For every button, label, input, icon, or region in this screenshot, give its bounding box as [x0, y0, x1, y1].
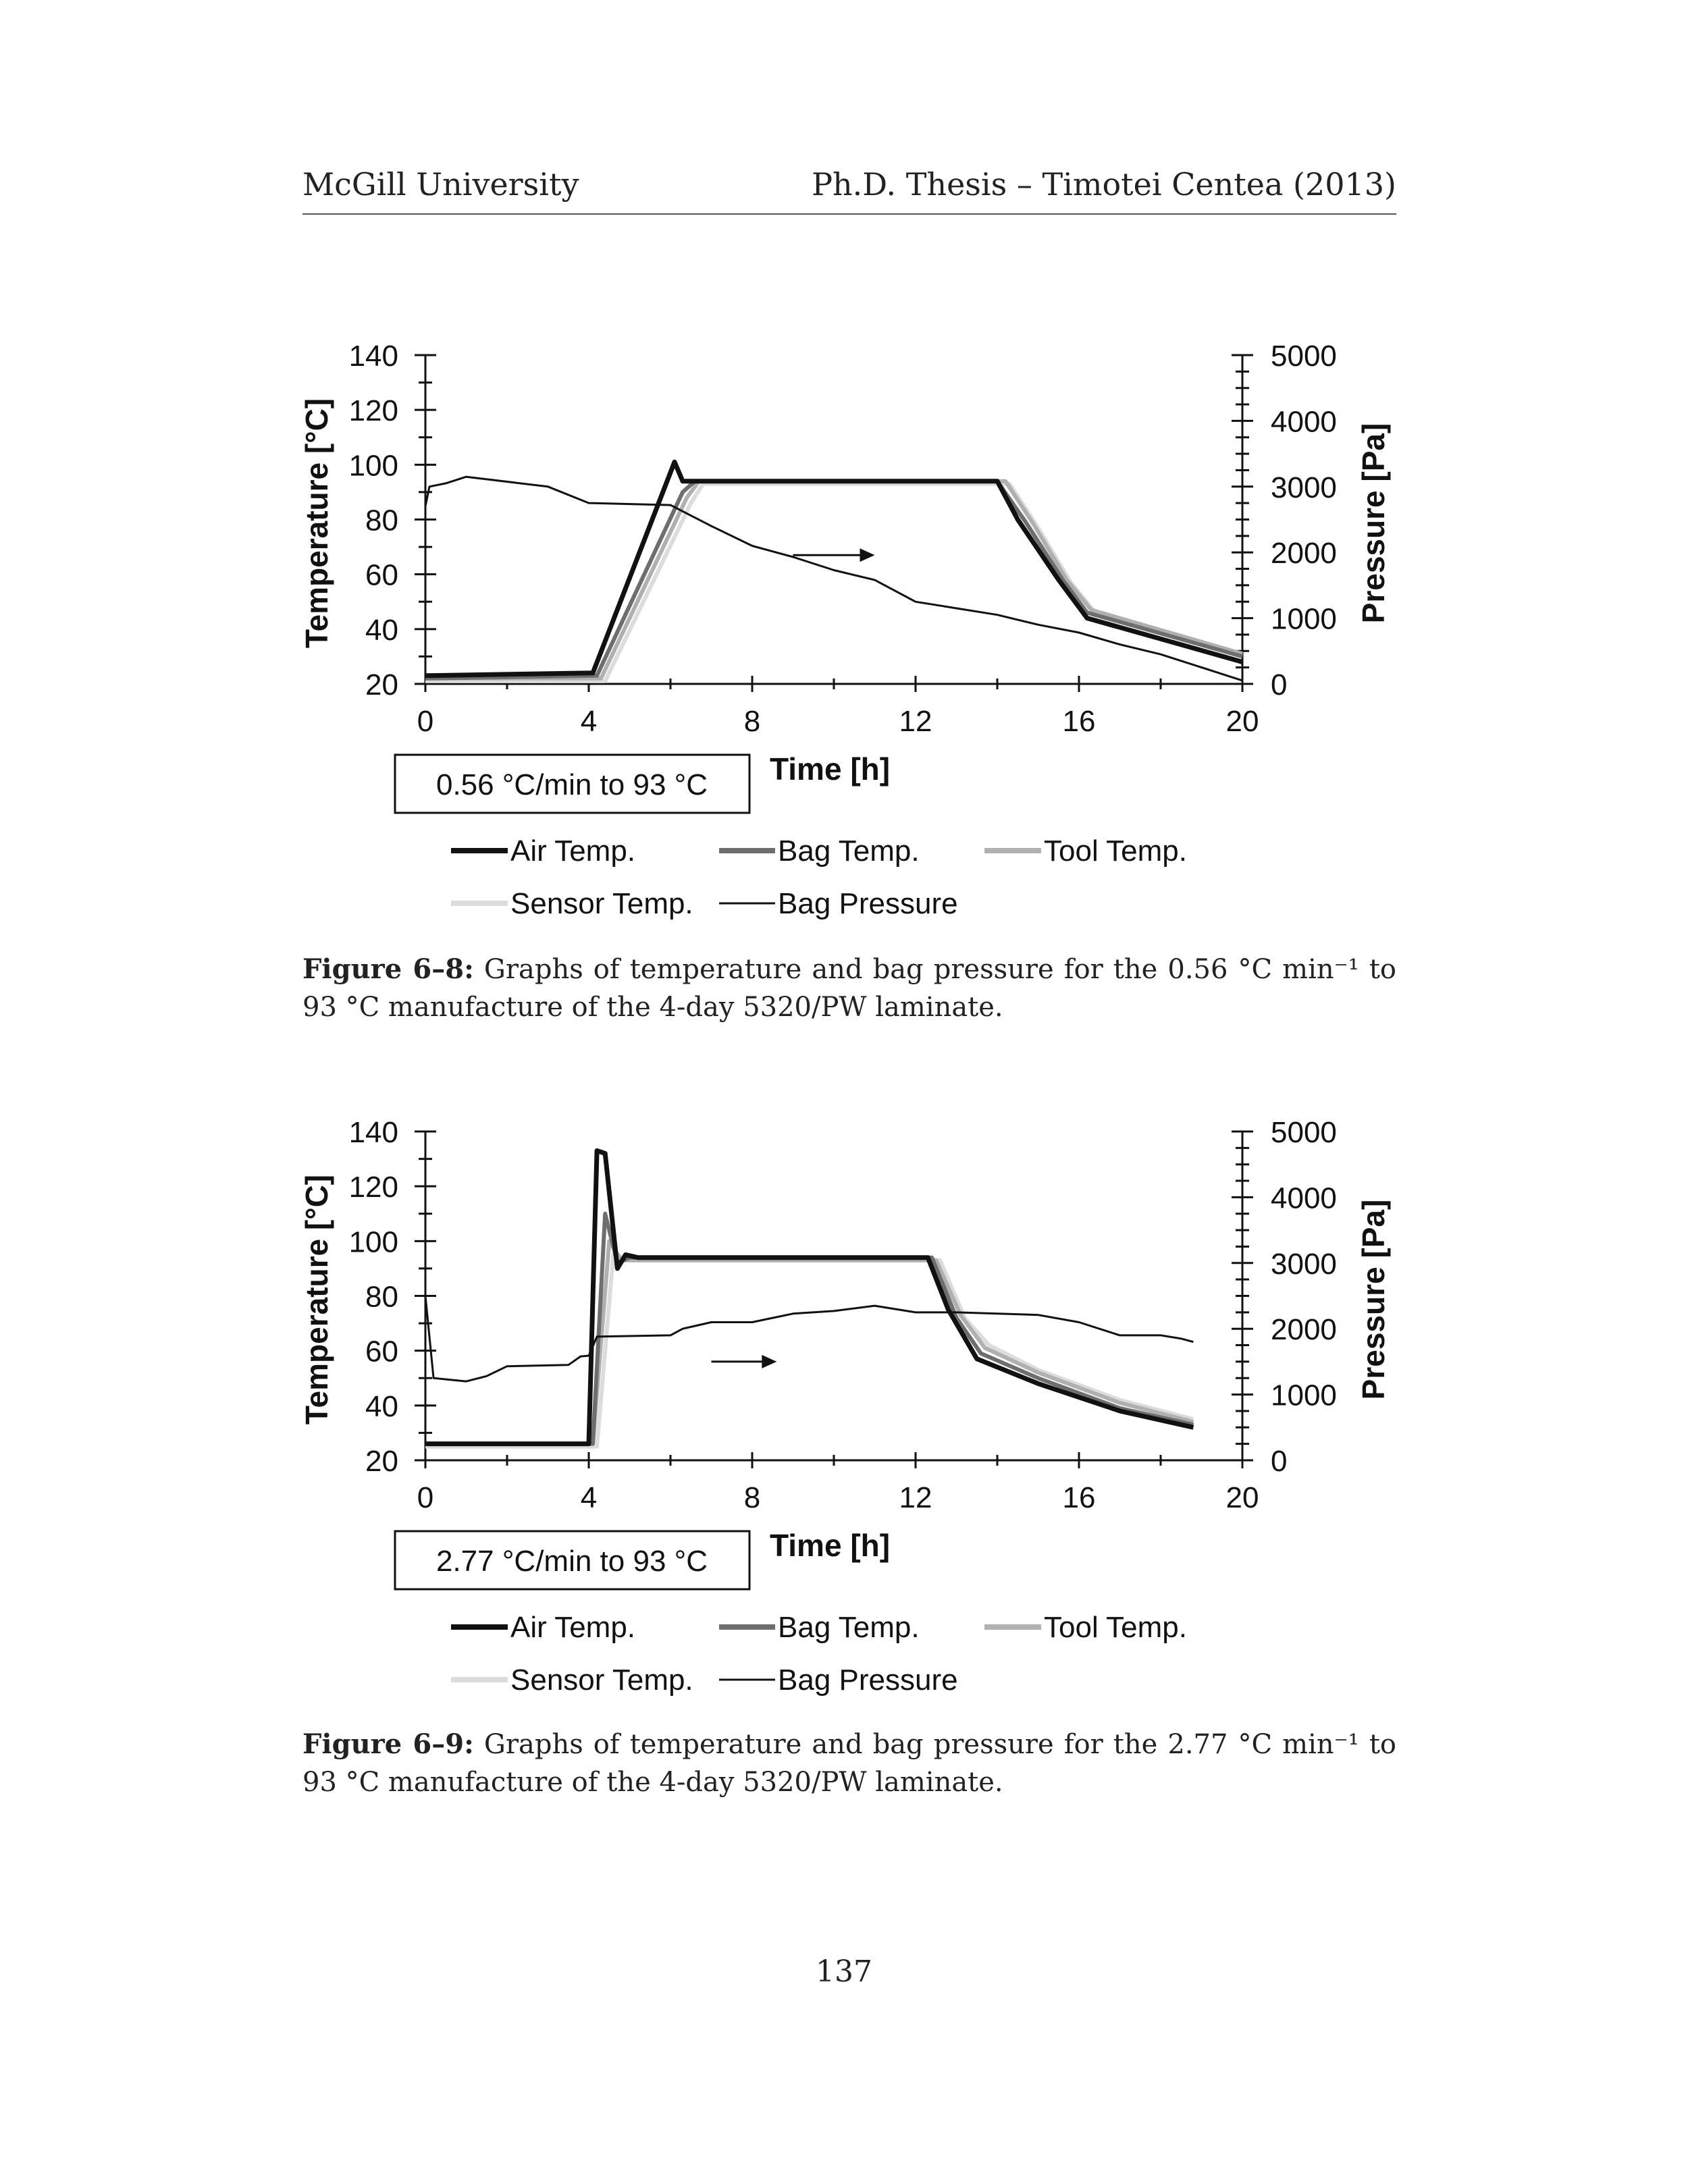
x-tick-label: 12: [899, 1481, 932, 1514]
y-tick-label: 60: [365, 1335, 398, 1368]
y-tick-label: 80: [365, 1281, 398, 1314]
y-tick-label: 40: [365, 614, 398, 647]
y-axis-title-left: Temperature [°C]: [299, 1175, 334, 1424]
rate-label-box: [394, 753, 751, 814]
y2-tick-label: 4000: [1271, 1181, 1337, 1215]
y2-tick-label: 5000: [1271, 1116, 1337, 1149]
series-sensor-temp: [425, 481, 1243, 683]
caption-label: Figure 6–9:: [302, 1728, 474, 1760]
x-tick-label: 16: [1063, 1481, 1096, 1514]
header-institution: McGill University: [302, 166, 579, 203]
y-tick-label: 20: [365, 1445, 398, 1478]
y-tick-label: 120: [349, 1171, 398, 1204]
x-tick-label: 20: [1226, 705, 1259, 738]
series-bag-pressure: [424, 1296, 1194, 1383]
y2-tick-label: 2000: [1271, 537, 1337, 570]
y-tick-label: 100: [349, 449, 398, 482]
y-tick-label: 140: [349, 340, 398, 373]
series-air-temp: [425, 1148, 1194, 1447]
chart-figure-6-8: 0 4 8 12 16 20 20 40 60 80 100 120 140 0 1000 2000 3000 4…: [299, 340, 1391, 920]
legend-label-air: Air Temp.: [510, 1611, 635, 1644]
x-tick-label: 0: [417, 1481, 433, 1514]
series-bag-temp: [425, 479, 1243, 681]
y2-axis-title: Pressure [Pa]: [1356, 423, 1391, 624]
page-number: 137: [816, 1954, 872, 1989]
y2-tick-label: 1000: [1271, 603, 1337, 636]
legend-1: Air Temp. Bag Temp. Tool Temp. Sensor Te…: [451, 834, 1187, 920]
series-air-temp: [425, 459, 1243, 678]
caption-label: Figure 6–8:: [302, 953, 474, 985]
y-axis-title: Temperature [°C]: [299, 1175, 334, 1424]
series-group-1: [424, 459, 1243, 683]
rate-label: 2.77 °C/min to 93 °C: [436, 1545, 708, 1578]
header-thesis-title: Ph.D. Thesis – Timotei Centea (2013): [812, 166, 1396, 203]
figure-6-9: 0 4 8 12 16 20 20 40 60 80 100 120 140 0 1000 2000 3000 4…: [0, 1094, 1688, 1701]
y2-tick-label: 5000: [1271, 340, 1337, 373]
legend-label-tool: Tool Temp.: [1044, 834, 1187, 868]
y2-tick-label: 4000: [1271, 405, 1337, 438]
x-tick-label: 16: [1063, 705, 1096, 738]
y-axis-title-right: Pressure [Pa]: [1356, 423, 1391, 624]
y-tick-label: 60: [365, 559, 398, 592]
series-bag-temp: [425, 1211, 1194, 1446]
chart-figure-6-9: 0 4 8 12 16 20 20 40 60 80 100 120 140 0 1000 2000 3000 4…: [299, 1116, 1391, 1697]
figure-6-8: 0 4 8 12 16 20 20 40 60 80 100 120 140 0 1000 2000 3000 4…: [0, 317, 1688, 925]
y2-tick-label: 2000: [1271, 1313, 1337, 1346]
x-tick-label: 0: [417, 705, 433, 738]
y2-tick-label: 0: [1271, 668, 1287, 701]
x-axis-title: Time [h]: [770, 751, 890, 787]
y-tick-label: 20: [365, 668, 398, 701]
rate-label-box: [394, 1530, 751, 1591]
y2-tick-label: 3000: [1271, 471, 1337, 504]
caption-text: Graphs of temperature and bag pressure f…: [302, 1729, 1396, 1798]
axes-1: 0 4 8 12 16 20 20 40 60 80 100 120 140 0 1000 2000 3000 4…: [349, 340, 1337, 738]
y2-axis-title: Pressure [Pa]: [1356, 1200, 1391, 1400]
y2-tick-label: 3000: [1271, 1248, 1337, 1281]
y-axis-title-left: Temperature [°C]: [299, 398, 334, 648]
y-axis-title-right: Pressure [Pa]: [1356, 1200, 1391, 1400]
x-axis-title: Time [h]: [770, 1528, 890, 1563]
rate-label: 0.56 °C/min to 93 °C: [436, 768, 708, 801]
y-tick-label: 100: [349, 1225, 398, 1258]
series-group-2: [424, 1148, 1194, 1449]
pressure-axis-arrow-head: [860, 548, 875, 562]
caption-text: Graphs of temperature and bag pressure f…: [302, 954, 1396, 1023]
x-tick-label: 4: [581, 705, 597, 738]
caption-figure-6-8: Figure 6–8: Graphs of temperature and ba…: [302, 951, 1396, 1026]
legend-2: Air Temp. Bag Temp. Tool Temp. Sensor Te…: [451, 1611, 1187, 1697]
y-axis-title: Temperature [°C]: [299, 398, 334, 648]
series-tool-temp: [425, 479, 1243, 681]
y-tick-label: 80: [365, 504, 398, 537]
y-tick-label: 140: [349, 1116, 398, 1149]
x-tick-label: 8: [744, 705, 760, 738]
pressure-axis-arrow-head: [762, 1354, 777, 1368]
y-tick-label: 120: [349, 394, 398, 427]
y2-tick-label: 0: [1271, 1445, 1287, 1478]
legend-label-pressure: Bag Pressure: [778, 1663, 958, 1697]
running-header: McGill University Ph.D. Thesis – Timotei…: [302, 166, 1396, 215]
legend-label-bag: Bag Temp.: [778, 1611, 920, 1644]
legend-label-bag: Bag Temp.: [778, 834, 920, 868]
axes-2: 0 4 8 12 16 20 20 40 60 80 100 120 140 0 1000 2000 3000 4…: [349, 1116, 1337, 1514]
series-tool-temp: [425, 1239, 1194, 1446]
legend-label-pressure: Bag Pressure: [778, 887, 958, 920]
legend-label-tool: Tool Temp.: [1044, 1611, 1187, 1644]
x-tick-label: 8: [744, 1481, 760, 1514]
legend-label-sensor: Sensor Temp.: [510, 887, 693, 920]
x-tick-label: 4: [581, 1481, 597, 1514]
x-tick-label: 12: [899, 705, 932, 738]
series-sensor-temp: [425, 1252, 1194, 1449]
y-tick-label: 40: [365, 1390, 398, 1423]
x-tick-label: 20: [1226, 1481, 1259, 1514]
series-bag-pressure: [424, 475, 1243, 682]
caption-figure-6-9: Figure 6–9: Graphs of temperature and ba…: [302, 1726, 1396, 1801]
legend-label-air: Air Temp.: [510, 834, 635, 868]
legend-label-sensor: Sensor Temp.: [510, 1663, 693, 1697]
y2-tick-label: 1000: [1271, 1379, 1337, 1412]
